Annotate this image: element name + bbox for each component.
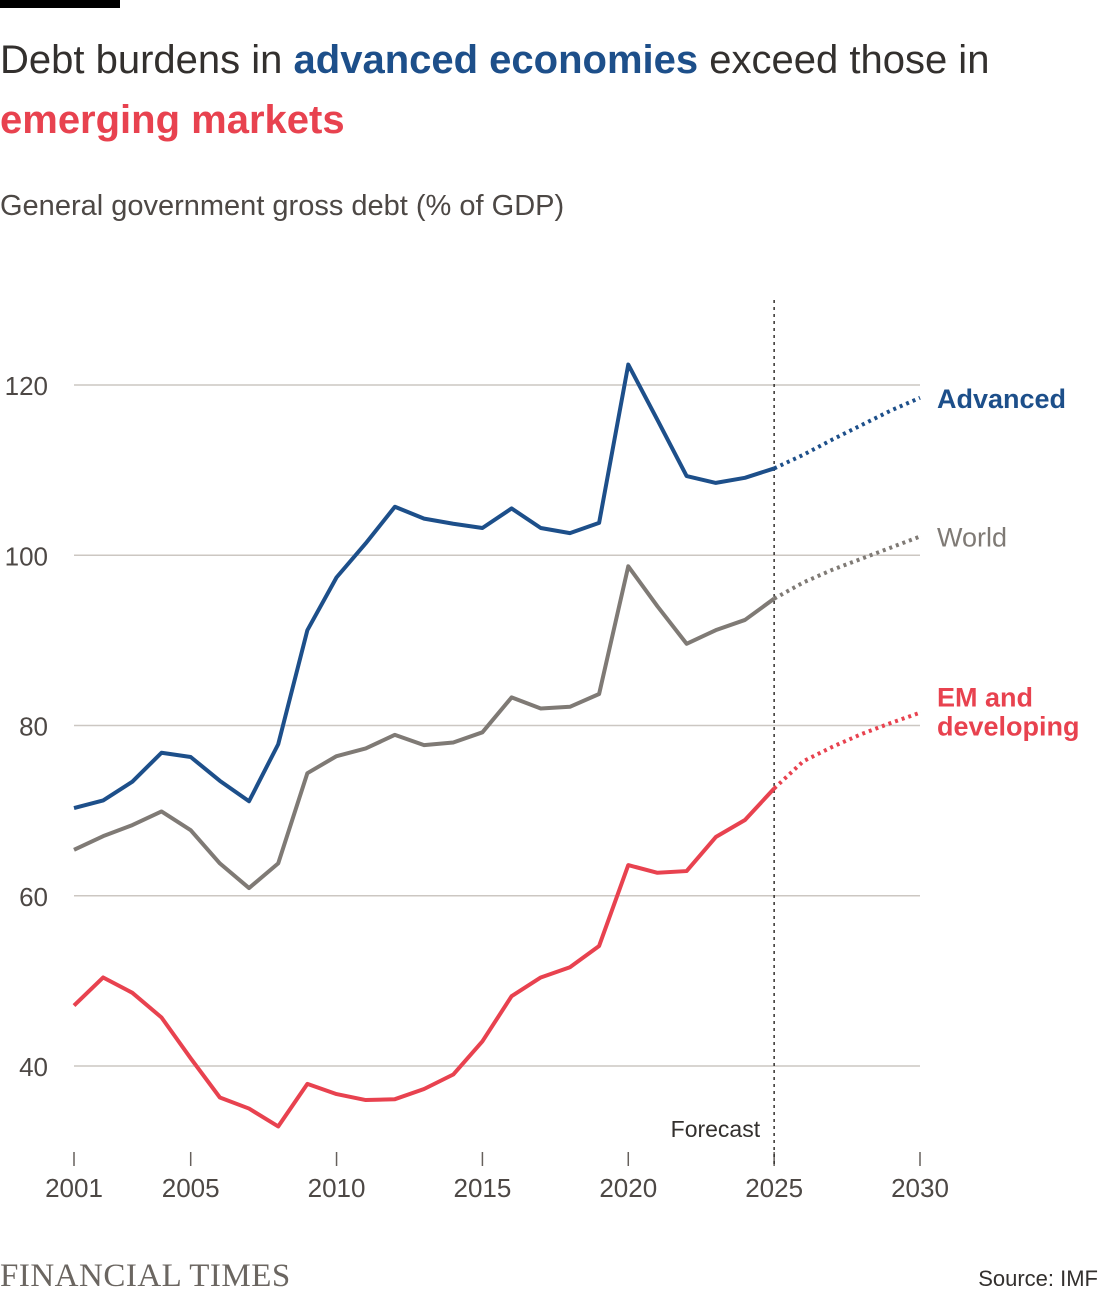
source-note: Source: IMF — [978, 1266, 1098, 1291]
series-label-advanced: Advanced — [937, 384, 1066, 414]
y-tick-label: 60 — [19, 882, 48, 912]
x-tick-label: 2005 — [162, 1173, 220, 1203]
series-label-world: World — [937, 523, 1007, 553]
title-highlight-advanced: advanced economies — [293, 38, 699, 82]
chart-title: Debt burdens in advanced economies excee… — [0, 30, 1090, 150]
series-label-em: EM and developing — [937, 683, 1080, 742]
series-line-world — [73, 564, 776, 891]
x-tick-label: 2010 — [308, 1173, 366, 1203]
x-tick-label: 2020 — [599, 1173, 657, 1203]
y-tick-label: 100 — [5, 541, 48, 571]
series-line-em — [72, 787, 776, 1129]
y-tick-label: 120 — [5, 371, 48, 401]
title-text: Debt burdens in — [0, 38, 294, 82]
series-forecast-em — [772, 710, 921, 790]
top-accent-bar — [0, 0, 120, 8]
x-tick-label: 2025 — [745, 1173, 803, 1203]
series-line-advanced — [73, 362, 775, 811]
chart-subtitle: General government gross debt (% of GDP) — [0, 190, 565, 222]
forecast-label: Forecast — [671, 1116, 761, 1142]
x-tick-label: 2030 — [891, 1173, 949, 1203]
x-tick-label: 2001 — [45, 1173, 103, 1203]
title-highlight-emerging: emerging markets — [0, 98, 345, 142]
ft-logo: FINANCIAL TIMES — [0, 1258, 291, 1294]
x-tick-label: 2015 — [453, 1173, 511, 1203]
series-forecast-advanced — [773, 395, 921, 471]
series-forecast-world — [773, 534, 921, 601]
title-text: exceed those in — [698, 38, 990, 82]
y-tick-label: 80 — [19, 712, 48, 742]
y-tick-label: 40 — [19, 1052, 48, 1082]
